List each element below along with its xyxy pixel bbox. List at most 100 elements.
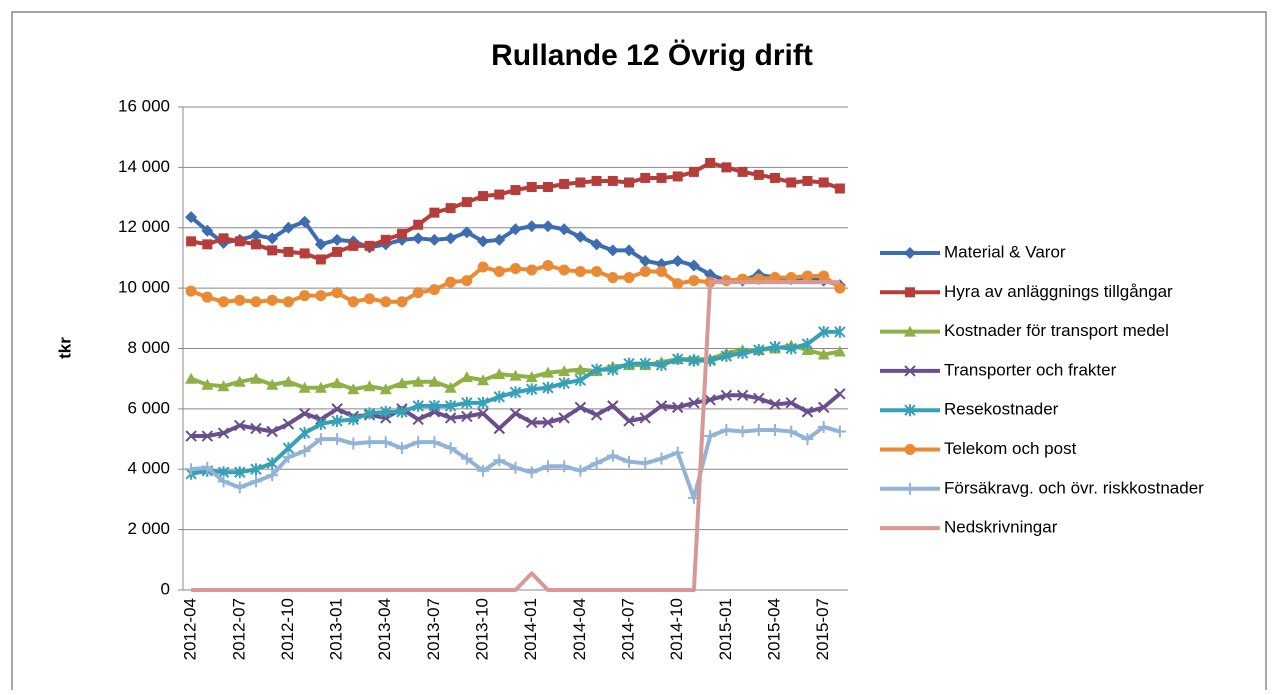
legend-marker bbox=[904, 404, 916, 417]
y-tick-label: 0 bbox=[161, 579, 170, 598]
legend-marker bbox=[904, 247, 916, 259]
marker bbox=[412, 413, 424, 426]
marker bbox=[558, 412, 570, 424]
marker bbox=[574, 401, 587, 414]
marker bbox=[525, 466, 538, 479]
marker bbox=[461, 396, 473, 409]
marker bbox=[786, 177, 797, 188]
marker bbox=[249, 475, 262, 488]
marker bbox=[380, 296, 392, 308]
marker bbox=[558, 365, 571, 377]
marker bbox=[704, 394, 716, 406]
marker bbox=[429, 207, 440, 218]
marker bbox=[380, 234, 391, 245]
y-tick-label: 6 000 bbox=[127, 398, 170, 417]
marker bbox=[525, 220, 538, 233]
marker bbox=[721, 162, 732, 173]
marker bbox=[574, 363, 587, 375]
marker bbox=[185, 463, 198, 476]
x-tick-label: 2013-04 bbox=[375, 598, 394, 660]
marker bbox=[249, 372, 262, 384]
marker bbox=[639, 254, 652, 267]
marker bbox=[834, 325, 846, 338]
marker bbox=[331, 233, 344, 246]
marker bbox=[412, 375, 425, 387]
marker bbox=[250, 239, 261, 250]
marker bbox=[347, 296, 359, 308]
marker bbox=[509, 369, 522, 381]
marker bbox=[234, 294, 246, 306]
marker bbox=[379, 436, 392, 449]
marker bbox=[542, 181, 553, 192]
marker bbox=[412, 287, 424, 299]
legend-label: Nedskrivningar bbox=[944, 518, 1058, 537]
marker bbox=[477, 464, 490, 477]
marker bbox=[541, 220, 554, 233]
marker bbox=[509, 407, 522, 420]
marker bbox=[201, 461, 214, 474]
marker bbox=[818, 270, 830, 282]
marker bbox=[834, 183, 845, 194]
marker bbox=[477, 407, 489, 420]
marker bbox=[623, 357, 635, 370]
x-tick-label: 2014-10 bbox=[667, 598, 686, 660]
marker bbox=[558, 460, 571, 473]
marker bbox=[266, 425, 278, 438]
marker bbox=[606, 244, 619, 257]
chart-title: Rullande 12 Övrig drift bbox=[491, 39, 813, 72]
marker bbox=[607, 272, 619, 284]
marker bbox=[558, 223, 571, 236]
marker bbox=[688, 166, 699, 177]
marker bbox=[542, 259, 554, 271]
marker bbox=[201, 224, 214, 237]
marker bbox=[526, 264, 538, 276]
marker bbox=[266, 378, 279, 390]
marker bbox=[817, 348, 830, 360]
marker bbox=[363, 380, 376, 392]
marker bbox=[217, 427, 230, 439]
marker bbox=[639, 412, 651, 424]
legend-label: Transporter och frakter bbox=[944, 360, 1117, 379]
legend-label: Försäkravg. och övr. riskkostnader bbox=[944, 478, 1204, 497]
marker bbox=[185, 211, 198, 224]
marker bbox=[250, 463, 262, 476]
marker bbox=[574, 464, 587, 477]
marker bbox=[298, 381, 311, 393]
marker bbox=[509, 461, 522, 474]
marker bbox=[801, 270, 813, 282]
marker bbox=[509, 386, 522, 399]
marker bbox=[461, 197, 472, 208]
marker bbox=[591, 175, 602, 186]
marker bbox=[785, 342, 797, 355]
marker bbox=[218, 296, 230, 308]
marker bbox=[494, 189, 505, 200]
legend-marker bbox=[904, 444, 916, 455]
marker bbox=[493, 390, 505, 403]
marker bbox=[688, 275, 700, 287]
marker bbox=[461, 410, 473, 423]
marker bbox=[639, 357, 651, 370]
y-axis-label: tkr bbox=[55, 337, 74, 359]
x-tick-label: 2014-07 bbox=[619, 598, 638, 660]
marker bbox=[396, 228, 407, 239]
marker bbox=[298, 427, 311, 440]
marker bbox=[655, 452, 668, 465]
y-tick-label: 14 000 bbox=[118, 157, 170, 176]
marker bbox=[833, 345, 846, 357]
marker bbox=[493, 454, 506, 467]
marker bbox=[185, 430, 197, 442]
x-tick-label: 2015-07 bbox=[813, 598, 832, 660]
marker bbox=[526, 181, 537, 192]
marker bbox=[412, 232, 425, 245]
marker bbox=[720, 424, 733, 437]
marker bbox=[298, 445, 311, 458]
marker bbox=[736, 389, 749, 401]
marker bbox=[607, 400, 619, 412]
marker bbox=[769, 424, 782, 437]
marker bbox=[558, 377, 570, 390]
marker bbox=[542, 381, 554, 394]
marker bbox=[413, 219, 424, 230]
marker bbox=[363, 436, 376, 449]
marker bbox=[736, 347, 749, 360]
marker bbox=[559, 178, 570, 189]
